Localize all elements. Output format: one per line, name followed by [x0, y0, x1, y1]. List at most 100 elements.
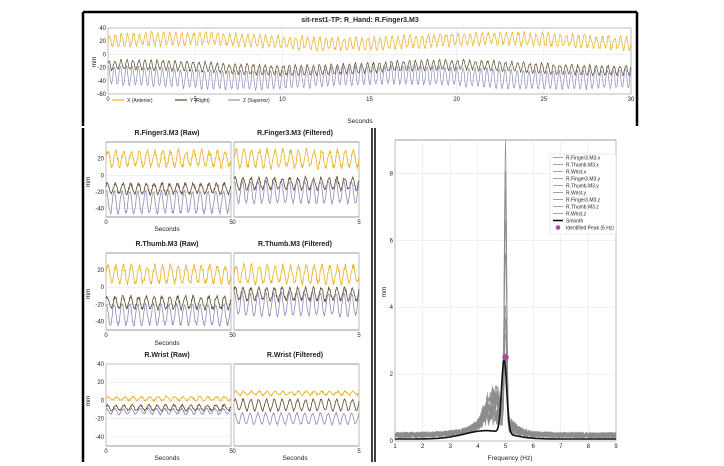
tick-label-x: 5 — [229, 333, 233, 339]
legend-label: R.Thumb.M3.z — [566, 205, 599, 211]
tick-label-x: 30 — [628, 97, 635, 103]
axis-ylabel-top: mm — [91, 57, 98, 68]
tick-label-x: 0 — [104, 220, 108, 226]
tick-label-x: 15 — [366, 97, 373, 103]
tick-label-x: 0 — [104, 449, 108, 455]
tick-label-x: 5 — [357, 449, 361, 455]
spectrum-line-8 — [394, 352, 617, 439]
tick-label-y: -20 — [97, 66, 106, 72]
tick-label-y: -20 — [95, 190, 104, 196]
tick-label-x: 20 — [453, 97, 460, 103]
tick-label-y: 8 — [390, 171, 394, 177]
axis-xlabel-wrist-raw: Seconds — [154, 455, 180, 462]
tick-label-y: 2 — [390, 372, 394, 378]
axis-xlabel-top: Seconds — [347, 118, 373, 125]
tick-label-x: 0 — [232, 449, 236, 455]
smooth-line — [395, 358, 616, 440]
tick-label-y: -40 — [95, 207, 104, 213]
legend-label: R.Thumb.M3.x — [566, 163, 599, 169]
series-line-wrist-filtered-x — [233, 389, 360, 398]
tick-label-y: -20 — [95, 417, 104, 423]
tick-label-y: -40 — [95, 319, 104, 325]
series-line-finger-raw-y — [105, 181, 232, 197]
tick-label-y: 0 — [103, 52, 107, 58]
tick-label-y: 0 — [390, 439, 394, 445]
series-line-finger-raw-x — [105, 147, 232, 170]
chart-title-finger-raw: R.Finger3.M3 (Raw) — [135, 130, 200, 137]
series-line-finger-filtered-x — [233, 147, 360, 171]
tick-label-y: 40 — [97, 362, 104, 368]
chart-title-thumb-filtered: R.Thumb.M3 (Filtered) — [258, 241, 332, 248]
tick-label-x: 9 — [614, 444, 618, 450]
tick-label-y: -20 — [95, 302, 104, 308]
tick-label-y: 40 — [99, 26, 106, 32]
axis-xlabel-spectrum: Frequency (Hz) — [488, 455, 533, 462]
series-line-thumb-raw-y — [105, 294, 232, 312]
chart-title-wrist-raw: R.Wrist (Raw) — [144, 352, 189, 359]
legend-label: R.Wrist.x — [566, 170, 587, 176]
legend-label: R.Thumb.M3.y — [566, 184, 599, 190]
tick-label-x: 3 — [449, 444, 453, 450]
tick-label-x: 5 — [193, 97, 197, 103]
series-line-wrist-filtered-y — [233, 397, 360, 413]
tick-label-x: 0 — [232, 333, 236, 339]
series-line-thumb-raw-x — [105, 262, 232, 286]
tick-label-x: 5 — [504, 444, 508, 450]
tick-label-x: 7 — [559, 444, 563, 450]
tick-label-y: 0 — [101, 398, 105, 404]
series-line-thumb-raw-z — [105, 302, 232, 328]
axis-ylabel-wrist-raw: mm — [85, 396, 92, 407]
series-line-top-y — [107, 58, 632, 77]
tick-label-y: -60 — [97, 92, 106, 98]
legend-label: R.Finger3.M3.z — [566, 198, 601, 204]
legend-label: R.Finger3.M3.y — [566, 177, 601, 183]
series-line-finger-raw-z — [105, 189, 232, 216]
tick-label-x: 6 — [531, 444, 535, 450]
spectrum-legend: R.Finger3.M3.xR.Thumb.M3.xR.Wrist.xR.Fin… — [549, 153, 617, 235]
series-line-top-x — [107, 30, 632, 52]
legend-label: R.Wrist.y — [566, 191, 587, 197]
chart-title-wrist-filtered: R.Wrist (Filtered) — [267, 352, 323, 359]
tick-label-y: 20 — [97, 268, 104, 274]
tick-label-x: 5 — [229, 449, 233, 455]
tick-label-x: 5 — [357, 333, 361, 339]
tick-label-y: -40 — [97, 79, 106, 85]
tick-label-y: 4 — [390, 305, 394, 311]
legend-label: R.Wrist.z — [566, 212, 587, 218]
series-line-thumb-filtered-y — [233, 285, 360, 304]
tick-label-y: 20 — [97, 157, 104, 163]
chart-title-finger-filtered: R.Finger3.M3 (Filtered) — [257, 130, 333, 137]
legend-swatch-peak — [555, 225, 561, 230]
legend-label-y: Y (Right) — [190, 98, 210, 104]
legend-label: R.Finger3.M3.x — [566, 156, 601, 162]
series-line-wrist-filtered-z — [233, 411, 360, 427]
axis-xlabel-finger-raw: Seconds — [154, 226, 180, 233]
axis-xlabel-thumb-raw: Seconds — [154, 340, 180, 347]
tick-label-y: 0 — [101, 285, 105, 291]
axis-xlabel-wrist-filtered: Seconds — [282, 455, 308, 462]
tick-label-x: 5 — [229, 220, 233, 226]
series-line-wrist-raw-x — [105, 395, 232, 403]
tick-label-x: 1 — [393, 444, 397, 450]
tick-label-x: 4 — [476, 444, 480, 450]
series-line-top-z — [107, 63, 632, 92]
axis-ylabel-spectrum: mm — [381, 287, 388, 298]
tick-label-y: -40 — [95, 435, 104, 441]
axis-ylabel-finger-raw: mm — [85, 177, 92, 188]
top-legend: X (Anterior) Y (Right) Z (Superior) — [112, 98, 270, 104]
tick-label-x: 0 — [104, 333, 108, 339]
series-line-thumb-filtered-z — [233, 290, 360, 318]
series-line-finger-filtered-z — [233, 178, 360, 206]
tick-label-x: 0 — [106, 97, 110, 103]
tick-label-x: 2 — [421, 444, 425, 450]
series-line-wrist-raw-y — [105, 403, 232, 413]
chart-title-top: sit-rest1-TP: R_Hand: R.Finger3.M3 — [301, 17, 419, 24]
legend-label-x: X (Anterior) — [127, 98, 153, 104]
tick-label-x: 5 — [357, 220, 361, 226]
tick-label-y: 6 — [390, 238, 394, 244]
series-line-thumb-filtered-x — [233, 262, 360, 287]
tick-label-y: 20 — [99, 39, 106, 45]
tick-label-x: 25 — [540, 97, 547, 103]
tick-label-x: 10 — [279, 97, 286, 103]
